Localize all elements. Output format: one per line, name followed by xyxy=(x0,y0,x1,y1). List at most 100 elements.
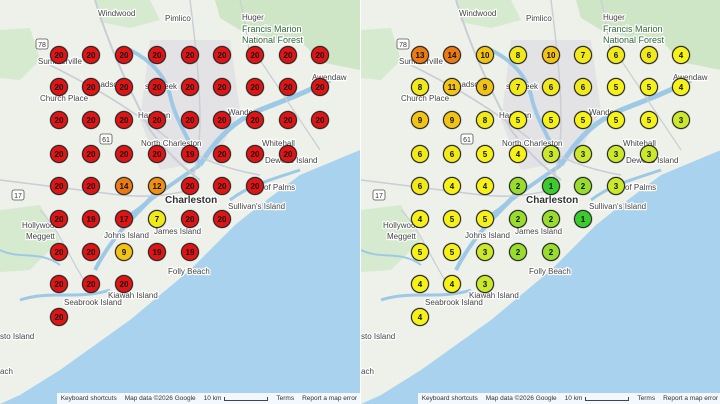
grid-marker-left-r4-c0[interactable]: 20 xyxy=(50,177,68,195)
grid-marker-right-r3-c3[interactable]: 4 xyxy=(509,145,527,163)
grid-marker-right-r1-c4[interactable]: 6 xyxy=(542,78,560,96)
grid-marker-right-r4-c0[interactable]: 6 xyxy=(411,177,429,195)
grid-marker-right-r0-c4[interactable]: 10 xyxy=(542,46,560,64)
grid-marker-right-r5-c1[interactable]: 5 xyxy=(443,210,461,228)
grid-marker-right-r4-c1[interactable]: 4 xyxy=(443,177,461,195)
map-panel-left[interactable]: 78 61 26 17 Windwood Pimlico Huger Franc… xyxy=(0,0,360,404)
grid-marker-right-r1-c6[interactable]: 5 xyxy=(607,78,625,96)
grid-marker-left-r2-c2[interactable]: 20 xyxy=(115,111,133,129)
grid-marker-right-r2-c6[interactable]: 5 xyxy=(607,111,625,129)
grid-marker-left-r1-c2[interactable]: 20 xyxy=(115,78,133,96)
grid-marker-right-r0-c8[interactable]: 4 xyxy=(672,46,690,64)
grid-marker-left-r3-c3[interactable]: 20 xyxy=(148,145,166,163)
grid-marker-left-r4-c1[interactable]: 20 xyxy=(82,177,100,195)
grid-marker-left-r2-c3[interactable]: 20 xyxy=(148,111,166,129)
grid-marker-left-r0-c6[interactable]: 20 xyxy=(246,46,264,64)
grid-marker-left-r3-c4[interactable]: 19 xyxy=(181,145,199,163)
grid-marker-right-r0-c3[interactable]: 8 xyxy=(509,46,527,64)
grid-marker-left-r7-c2[interactable]: 20 xyxy=(115,275,133,293)
grid-marker-right-r3-c5[interactable]: 3 xyxy=(574,145,592,163)
grid-marker-left-r6-c3[interactable]: 19 xyxy=(148,243,166,261)
grid-marker-right-r2-c5[interactable]: 5 xyxy=(574,111,592,129)
base-map[interactable]: 78 61 26 17 Windwood Pimlico Huger Franc… xyxy=(361,0,720,404)
map-panel-right[interactable]: 78 61 26 17 Windwood Pimlico Huger Franc… xyxy=(361,0,720,404)
grid-marker-right-r1-c1[interactable]: 11 xyxy=(443,78,461,96)
grid-marker-left-r2-c1[interactable]: 20 xyxy=(82,111,100,129)
grid-marker-right-r2-c8[interactable]: 3 xyxy=(672,111,690,129)
grid-marker-right-r3-c4[interactable]: 3 xyxy=(542,145,560,163)
grid-marker-left-r6-c0[interactable]: 20 xyxy=(50,243,68,261)
grid-marker-left-r1-c6[interactable]: 20 xyxy=(246,78,264,96)
grid-marker-left-r3-c0[interactable]: 20 xyxy=(50,145,68,163)
grid-marker-right-r4-c6[interactable]: 3 xyxy=(607,177,625,195)
grid-marker-left-r3-c6[interactable]: 20 xyxy=(246,145,264,163)
map-scale[interactable]: 10 km xyxy=(565,395,630,402)
base-map[interactable]: 78 61 26 17 Windwood Pimlico Huger Franc… xyxy=(0,0,360,404)
grid-marker-right-r4-c3[interactable]: 2 xyxy=(509,177,527,195)
grid-marker-right-r5-c0[interactable]: 4 xyxy=(411,210,429,228)
grid-marker-left-r0-c8[interactable]: 20 xyxy=(311,46,329,64)
grid-marker-right-r1-c8[interactable]: 4 xyxy=(672,78,690,96)
grid-marker-left-r4-c4[interactable]: 20 xyxy=(181,177,199,195)
grid-marker-right-r3-c7[interactable]: 3 xyxy=(640,145,658,163)
grid-marker-left-r2-c4[interactable]: 20 xyxy=(181,111,199,129)
grid-marker-left-r0-c3[interactable]: 20 xyxy=(148,46,166,64)
grid-marker-right-r3-c2[interactable]: 5 xyxy=(476,145,494,163)
grid-marker-left-r0-c4[interactable]: 20 xyxy=(181,46,199,64)
grid-marker-right-r7-c0[interactable]: 4 xyxy=(411,275,429,293)
grid-marker-right-r6-c2[interactable]: 3 xyxy=(476,243,494,261)
grid-marker-right-r8-c0[interactable]: 4 xyxy=(411,308,429,326)
grid-marker-right-r6-c3[interactable]: 2 xyxy=(509,243,527,261)
grid-marker-left-r0-c1[interactable]: 20 xyxy=(82,46,100,64)
grid-marker-right-r4-c2[interactable]: 4 xyxy=(476,177,494,195)
grid-marker-right-r2-c1[interactable]: 9 xyxy=(443,111,461,129)
grid-marker-left-r5-c2[interactable]: 17 xyxy=(115,210,133,228)
grid-marker-right-r6-c1[interactable]: 5 xyxy=(443,243,461,261)
grid-marker-left-r4-c5[interactable]: 20 xyxy=(213,177,231,195)
grid-marker-left-r7-c0[interactable]: 20 xyxy=(50,275,68,293)
grid-marker-left-r0-c0[interactable]: 20 xyxy=(50,46,68,64)
grid-marker-right-r3-c6[interactable]: 3 xyxy=(607,145,625,163)
map-scale[interactable]: 10 km xyxy=(204,395,269,402)
grid-marker-right-r5-c5[interactable]: 1 xyxy=(574,210,592,228)
grid-marker-right-r0-c2[interactable]: 10 xyxy=(476,46,494,64)
grid-marker-right-r0-c7[interactable]: 6 xyxy=(640,46,658,64)
grid-marker-right-r1-c7[interactable]: 5 xyxy=(640,78,658,96)
keyboard-shortcuts-link[interactable]: Keyboard shortcuts xyxy=(60,395,117,402)
grid-marker-right-r0-c0[interactable]: 13 xyxy=(411,46,429,64)
grid-marker-left-r7-c1[interactable]: 20 xyxy=(82,275,100,293)
grid-marker-left-r6-c4[interactable]: 19 xyxy=(181,243,199,261)
grid-marker-left-r6-c2[interactable]: 9 xyxy=(115,243,133,261)
grid-marker-right-r0-c6[interactable]: 6 xyxy=(607,46,625,64)
grid-marker-right-r2-c0[interactable]: 9 xyxy=(411,111,429,129)
grid-marker-left-r5-c4[interactable]: 20 xyxy=(181,210,199,228)
grid-marker-right-r6-c0[interactable]: 5 xyxy=(411,243,429,261)
grid-marker-right-r0-c1[interactable]: 14 xyxy=(443,46,461,64)
grid-marker-left-r1-c7[interactable]: 20 xyxy=(279,78,297,96)
grid-marker-left-r3-c7[interactable]: 20 xyxy=(279,145,297,163)
grid-marker-right-r2-c2[interactable]: 8 xyxy=(476,111,494,129)
grid-marker-right-r1-c5[interactable]: 6 xyxy=(574,78,592,96)
grid-marker-right-r7-c2[interactable]: 3 xyxy=(476,275,494,293)
grid-marker-right-r7-c1[interactable]: 4 xyxy=(443,275,461,293)
grid-marker-left-r4-c2[interactable]: 14 xyxy=(115,177,133,195)
grid-marker-left-r8-c0[interactable]: 20 xyxy=(50,308,68,326)
grid-marker-left-r5-c1[interactable]: 19 xyxy=(82,210,100,228)
grid-marker-left-r2-c8[interactable]: 20 xyxy=(311,111,329,129)
grid-marker-right-r5-c3[interactable]: 2 xyxy=(509,210,527,228)
grid-marker-right-r2-c3[interactable]: 5 xyxy=(509,111,527,129)
grid-marker-left-r5-c3[interactable]: 7 xyxy=(148,210,166,228)
grid-marker-right-r5-c4[interactable]: 2 xyxy=(542,210,560,228)
grid-marker-right-r1-c0[interactable]: 8 xyxy=(411,78,429,96)
report-map-error-link[interactable]: Report a map error xyxy=(302,395,357,402)
grid-marker-left-r1-c5[interactable]: 20 xyxy=(213,78,231,96)
keyboard-shortcuts-link[interactable]: Keyboard shortcuts xyxy=(421,395,478,402)
grid-marker-right-r4-c4[interactable]: 1 xyxy=(542,177,560,195)
grid-marker-right-r3-c0[interactable]: 6 xyxy=(411,145,429,163)
grid-marker-right-r2-c7[interactable]: 5 xyxy=(640,111,658,129)
grid-marker-left-r0-c2[interactable]: 20 xyxy=(115,46,133,64)
grid-marker-left-r2-c7[interactable]: 20 xyxy=(279,111,297,129)
grid-marker-left-r0-c7[interactable]: 20 xyxy=(279,46,297,64)
grid-marker-left-r1-c8[interactable]: 20 xyxy=(311,78,329,96)
grid-marker-right-r2-c4[interactable]: 5 xyxy=(542,111,560,129)
